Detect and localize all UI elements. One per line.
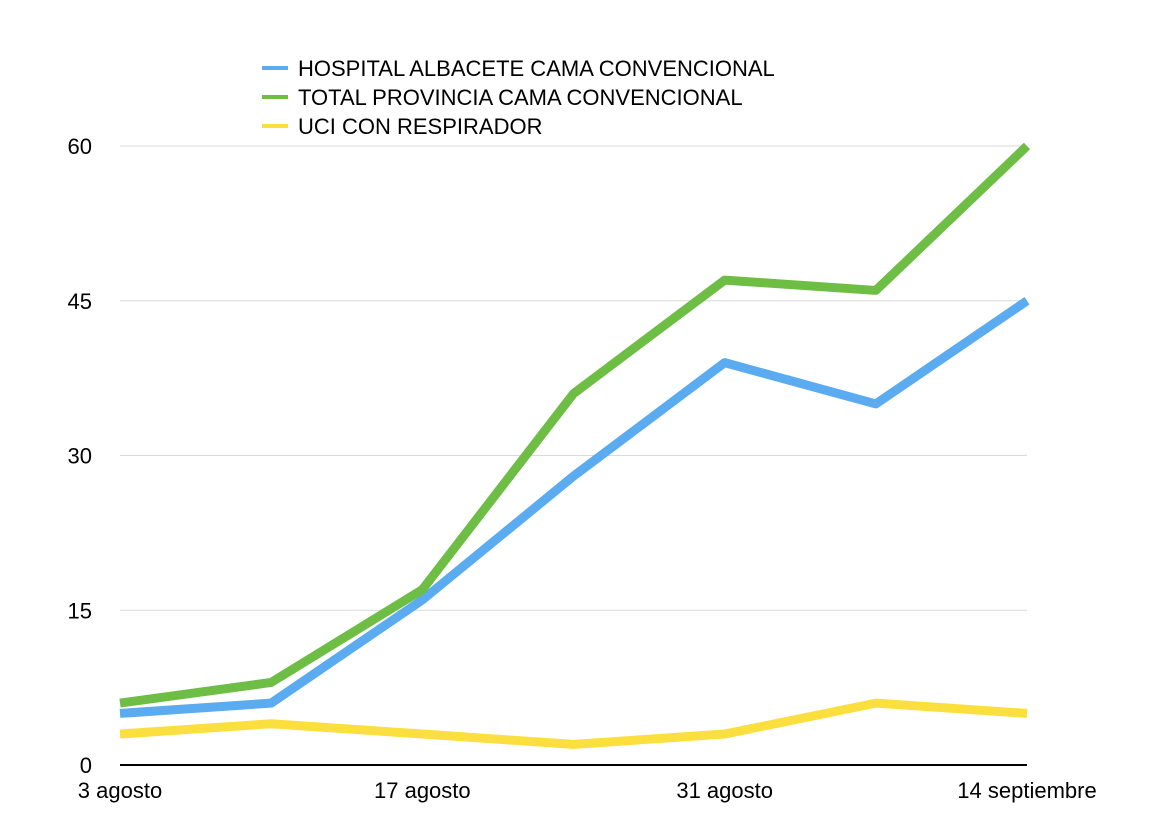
x-tick-label: 14 septiembre [957, 778, 1096, 803]
axis-layer: 0 15 30 45 60 3 agosto 17 agosto 31 agosto 14 se… [68, 134, 1097, 803]
legend-label-3: UCI CON RESPIRADOR [298, 114, 542, 139]
x-tick-label: 31 agosto [676, 778, 773, 803]
legend-label-1: HOSPITAL ALBACETE CAMA CONVENCIONAL [298, 56, 775, 81]
series-layer [119, 142, 1031, 749]
legend: HOSPITAL ALBACETE CAMA CONVENCIONAL TOTAL… [262, 56, 775, 139]
legend-label-2: TOTAL PROVINCIA CAMA CONVENCIONAL [298, 85, 743, 110]
y-tick-label: 0 [80, 753, 92, 778]
series-line-1 [119, 297, 1030, 718]
series-line-2 [119, 142, 1031, 708]
series-line-3 [119, 698, 1028, 749]
x-tick-label: 17 agosto [374, 778, 471, 803]
y-tick-label: 30 [68, 444, 92, 469]
y-tick-label: 15 [68, 598, 92, 623]
y-tick-label: 60 [68, 134, 92, 159]
y-tick-label: 45 [68, 289, 92, 314]
grid-layer [120, 145, 1027, 611]
x-tick-label: 3 agosto [78, 778, 162, 803]
